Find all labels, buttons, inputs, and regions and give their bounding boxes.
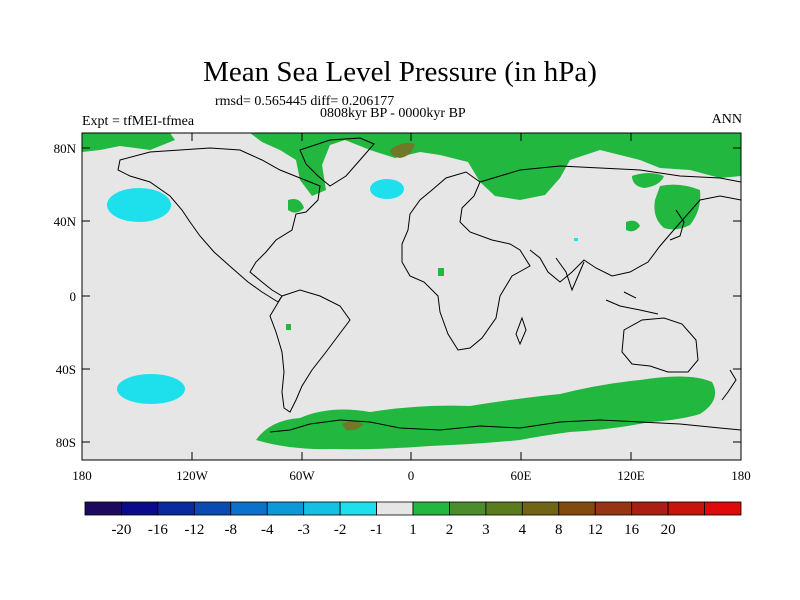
lon-label: 0 <box>408 468 415 483</box>
coast-antarctica <box>269 419 741 433</box>
colorbar-label: -20 <box>111 522 131 538</box>
colorbar-box <box>303 501 341 516</box>
colorbar-box <box>193 501 232 516</box>
colorbar-box <box>558 501 596 516</box>
colorbar-label: 8 <box>555 522 563 538</box>
anomaly-fields <box>82 133 741 450</box>
lon-label: 120E <box>617 468 645 483</box>
colorbar-label: 12 <box>588 522 603 538</box>
colorbar-label: -1 <box>370 522 383 538</box>
anomaly-cyan-dot <box>574 238 578 241</box>
anomaly-antarctic-peak <box>342 421 364 431</box>
anomaly-north-pacific-low <box>107 188 171 222</box>
coast-new-zealand <box>721 369 737 401</box>
colorbar-label: -16 <box>148 522 168 538</box>
colorbar-label: 1 <box>409 522 417 538</box>
colorbar-box <box>339 501 377 516</box>
anomaly-north-pacific <box>632 173 664 188</box>
anomaly-samerica-spot <box>286 324 291 330</box>
coast-indonesia <box>605 291 659 315</box>
lat-label: 40S <box>56 362 76 377</box>
experiment-label: Expt = tfMEI-tfmea <box>82 114 195 129</box>
coast-north-america <box>117 147 321 303</box>
coast-australia <box>621 317 699 373</box>
colorbar-box <box>449 501 487 516</box>
lat-label: 80S <box>56 435 76 450</box>
stats-label: rmsd= 0.565445 diff= 0.206177 <box>215 94 395 109</box>
colorbar-labels: -20 -16 -12 -8 -4 -3 -2 -1 1 2 3 4 8 12 16 20 <box>111 522 675 538</box>
anomaly-south-pacific-low <box>117 374 185 404</box>
colorbar-box <box>704 501 742 516</box>
chart-title: Mean Sea Level Pressure (in hPa) <box>203 56 597 88</box>
colorbar-box <box>631 501 669 516</box>
colorbar <box>84 501 742 516</box>
anomaly-north-atlantic-low <box>370 179 404 199</box>
lon-label: 60E <box>511 468 532 483</box>
anomaly-hudson <box>288 199 304 213</box>
axis-ticks <box>81 133 742 460</box>
coast-india <box>555 257 585 292</box>
colorbar-label: -8 <box>225 522 238 538</box>
coast-asia <box>479 165 741 283</box>
colorbar-label: 3 <box>482 522 490 538</box>
colorbar-label: 2 <box>446 522 454 538</box>
colorbar-box <box>84 501 122 516</box>
lon-label: 180 <box>72 468 92 483</box>
colorbar-label: -12 <box>184 522 204 538</box>
colorbar-label: 16 <box>624 522 640 538</box>
colorbar-label: -4 <box>261 522 274 538</box>
lon-labels: 180 120W 60W 0 60E 120E 180 <box>72 468 751 483</box>
anomaly-korea <box>626 220 640 232</box>
coastlines <box>117 137 741 433</box>
lat-label: 40N <box>54 214 77 229</box>
anomaly-africa-spot <box>438 268 444 276</box>
anomaly-arctic <box>250 133 741 200</box>
colorbar-label: 20 <box>661 522 676 538</box>
colorbar-box <box>121 501 159 516</box>
anomaly-southern-ocean <box>256 376 716 450</box>
colorbar-box <box>485 501 523 516</box>
lat-labels: 80N 40N 0 40S 80S <box>54 141 77 450</box>
colorbar-box <box>412 501 450 516</box>
lon-label: 120W <box>176 468 209 483</box>
anomaly-east-asia <box>654 184 701 230</box>
colorbar-box <box>594 501 633 516</box>
colorbar-box <box>230 501 268 516</box>
colorbar-label: -2 <box>334 522 347 538</box>
colorbar-box <box>157 501 195 516</box>
lon-label: 60W <box>289 468 315 483</box>
coast-europe-africa <box>401 171 531 351</box>
coast-japan <box>669 209 685 241</box>
coast-south-america <box>269 289 351 413</box>
colorbar-box <box>376 501 414 516</box>
colorbar-box <box>266 501 305 516</box>
anomaly-arctic-left <box>82 133 175 152</box>
colorbar-label: 4 <box>519 522 527 538</box>
colorbar-box <box>667 501 705 516</box>
season-label: ANN <box>711 112 742 127</box>
lat-label: 0 <box>70 289 77 304</box>
lon-label: 180 <box>731 468 751 483</box>
coast-madagascar <box>515 316 527 346</box>
lat-label: 80N <box>54 141 77 156</box>
anomaly-arctic-mid <box>390 142 415 158</box>
coast-greenland <box>299 137 375 187</box>
colorbar-box <box>521 501 560 516</box>
period-label: 0808kyr BP - 0000kyr BP <box>320 106 466 121</box>
colorbar-label: -3 <box>297 522 310 538</box>
